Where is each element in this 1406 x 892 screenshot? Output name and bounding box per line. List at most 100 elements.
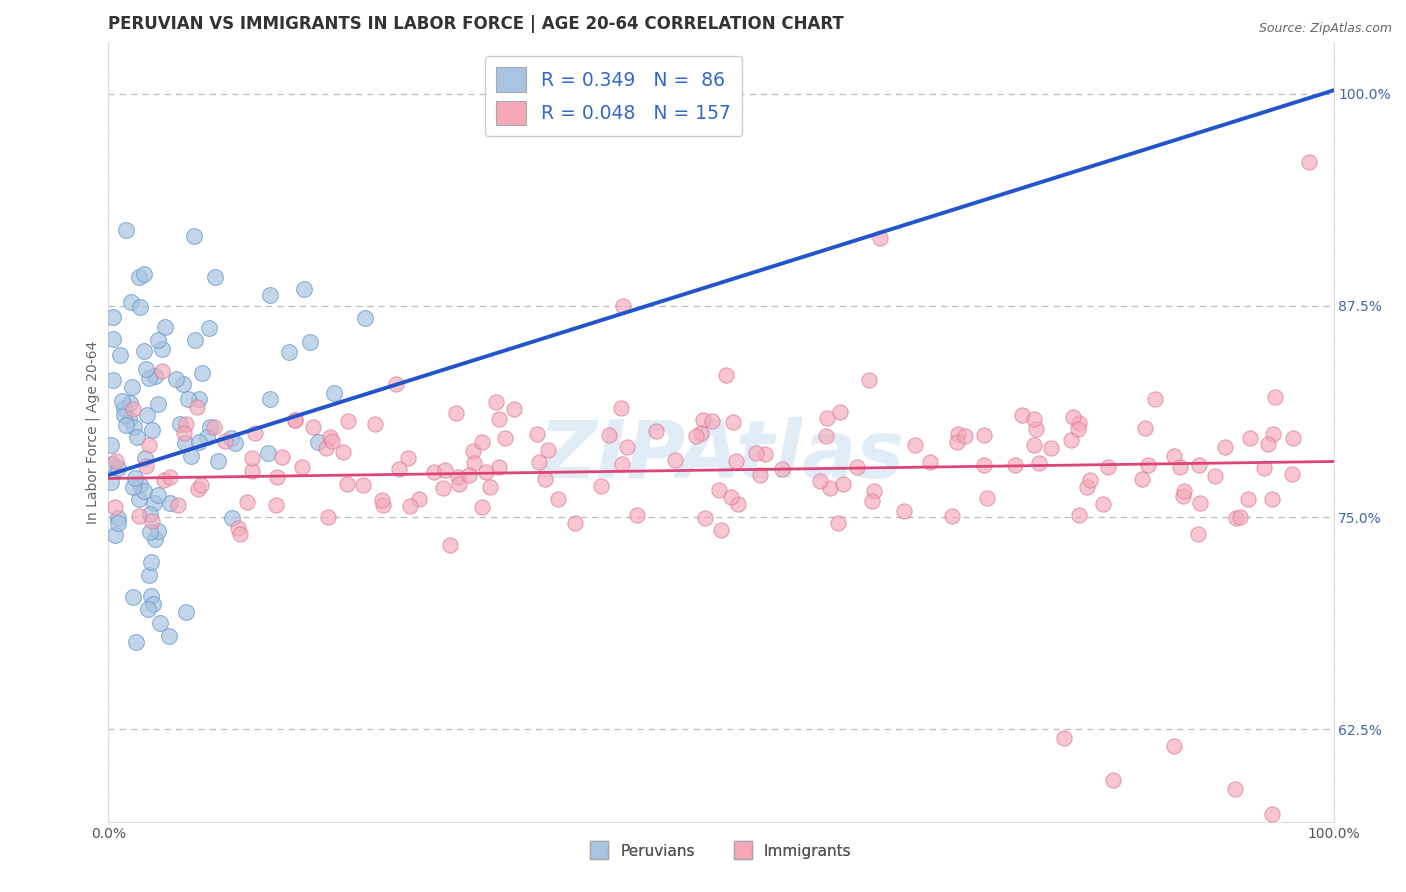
Point — [444, 406, 467, 420]
Point — [1282, 431, 1305, 445]
Point — [439, 538, 461, 552]
Point — [256, 445, 278, 459]
Point — [188, 392, 211, 407]
Point — [195, 430, 218, 444]
Point — [547, 492, 569, 507]
Point — [1097, 460, 1119, 475]
Point — [385, 376, 408, 391]
Point — [141, 423, 163, 437]
Point — [941, 509, 963, 524]
Point — [1060, 434, 1083, 448]
Point — [526, 427, 548, 442]
Point — [243, 425, 266, 440]
Point — [830, 405, 852, 419]
Point — [474, 466, 496, 480]
Point — [953, 429, 976, 443]
Point — [271, 450, 294, 464]
Point — [976, 491, 998, 506]
Point — [1024, 438, 1046, 452]
Point — [315, 441, 337, 455]
Point — [1092, 497, 1115, 511]
Point — [721, 416, 744, 430]
Point — [1080, 473, 1102, 487]
Point — [101, 458, 124, 472]
Point — [336, 414, 359, 428]
Point — [815, 410, 838, 425]
Point — [307, 434, 329, 449]
Y-axis label: In Labor Force | Age 20-64: In Labor Force | Age 20-64 — [86, 341, 100, 524]
Point — [1187, 527, 1209, 541]
Point — [149, 616, 172, 631]
Point — [845, 460, 868, 475]
Point — [893, 504, 915, 518]
Point — [1261, 492, 1284, 507]
Point — [143, 532, 166, 546]
Point — [138, 438, 160, 452]
Point — [221, 511, 243, 525]
Point — [150, 342, 173, 356]
Point — [1040, 442, 1063, 456]
Point — [174, 605, 197, 619]
Point — [714, 368, 737, 383]
Legend: Peruvians, Immigrants: Peruvians, Immigrants — [583, 838, 858, 865]
Point — [918, 455, 941, 469]
Point — [229, 527, 252, 541]
Point — [831, 476, 853, 491]
Point — [101, 332, 124, 346]
Point — [564, 516, 586, 530]
Point — [354, 310, 377, 325]
Point — [141, 514, 163, 528]
Point — [135, 362, 157, 376]
Point — [408, 492, 430, 507]
Point — [336, 477, 359, 491]
Point — [169, 417, 191, 431]
Point — [745, 446, 768, 460]
Point — [190, 478, 212, 492]
Point — [479, 480, 502, 494]
Point — [138, 568, 160, 582]
Point — [121, 402, 143, 417]
Point — [904, 438, 927, 452]
Point — [1225, 511, 1247, 525]
Point — [815, 429, 838, 443]
Point — [122, 480, 145, 494]
Point — [172, 376, 194, 391]
Point — [104, 528, 127, 542]
Point — [488, 460, 510, 475]
Point — [101, 373, 124, 387]
Point — [664, 453, 686, 467]
Point — [946, 435, 969, 450]
Point — [159, 470, 181, 484]
Point — [447, 477, 470, 491]
Point — [219, 431, 242, 445]
Point — [114, 223, 136, 237]
Point — [167, 498, 190, 512]
Point — [124, 471, 146, 485]
Point — [318, 510, 340, 524]
Point — [434, 462, 457, 476]
Point — [748, 467, 770, 482]
Point — [226, 521, 249, 535]
Point — [173, 436, 195, 450]
Point — [396, 450, 419, 465]
Point — [463, 444, 485, 458]
Point — [1281, 467, 1303, 482]
Point — [610, 401, 633, 416]
Point — [240, 451, 263, 466]
Point — [159, 496, 181, 510]
Point — [948, 427, 970, 442]
Point — [104, 500, 127, 515]
Point — [128, 508, 150, 523]
Point — [143, 368, 166, 383]
Point — [502, 402, 524, 417]
Point — [1163, 739, 1185, 754]
Point — [183, 229, 205, 244]
Point — [700, 413, 723, 427]
Point — [190, 366, 212, 380]
Point — [103, 310, 125, 325]
Point — [1239, 431, 1261, 445]
Point — [471, 500, 494, 514]
Point — [858, 373, 880, 387]
Point — [371, 498, 394, 512]
Point — [364, 417, 387, 432]
